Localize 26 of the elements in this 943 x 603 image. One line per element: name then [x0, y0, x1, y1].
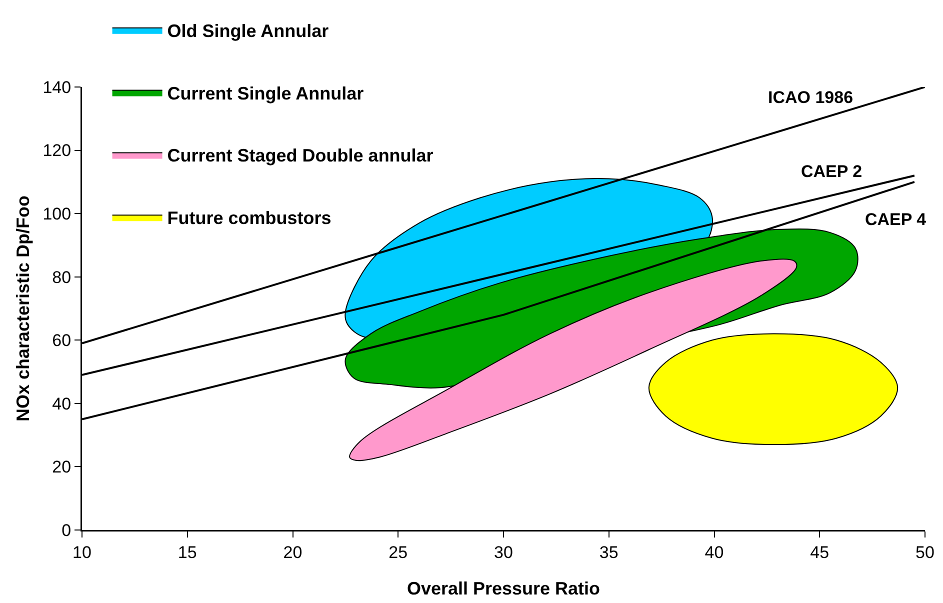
series-label: ICAO 1986: [768, 88, 854, 107]
y-tick-label: 60: [52, 331, 72, 350]
y-tick-label: 0: [62, 520, 72, 540]
x-tick-label: 45: [810, 542, 830, 562]
x-tick-label: 35: [599, 542, 618, 562]
series-label: CAEP 4: [865, 210, 927, 229]
x-tick-label: 40: [704, 542, 724, 562]
legend-label: Current Staged Double annular: [167, 146, 434, 166]
legend-label: Current Single Annular: [167, 83, 364, 104]
y-tick-label: 20: [52, 458, 72, 477]
x-tick-label: 10: [72, 542, 92, 562]
x-tick-label: 25: [388, 542, 408, 562]
x-tick-label: 50: [916, 542, 934, 562]
y-tick-label: 120: [42, 141, 72, 160]
x-tick-label: 15: [178, 542, 197, 562]
y-tick-label: 100: [42, 204, 72, 224]
legend-label: Old Single Annular: [167, 20, 329, 41]
y-tick-label: 80: [52, 268, 72, 287]
y-tick-label: 140: [42, 78, 72, 97]
y-tick-label: 40: [52, 394, 72, 414]
x-axis-title: Overall Pressure Ratio: [406, 578, 600, 598]
y-axis-title: NOx characteristic Dp/Foo: [13, 195, 34, 422]
legend-label: Future combustors: [167, 208, 332, 228]
x-tick-label: 20: [283, 542, 302, 562]
x-tick-label: 30: [494, 542, 513, 562]
series-label: CAEP 2: [801, 162, 862, 181]
